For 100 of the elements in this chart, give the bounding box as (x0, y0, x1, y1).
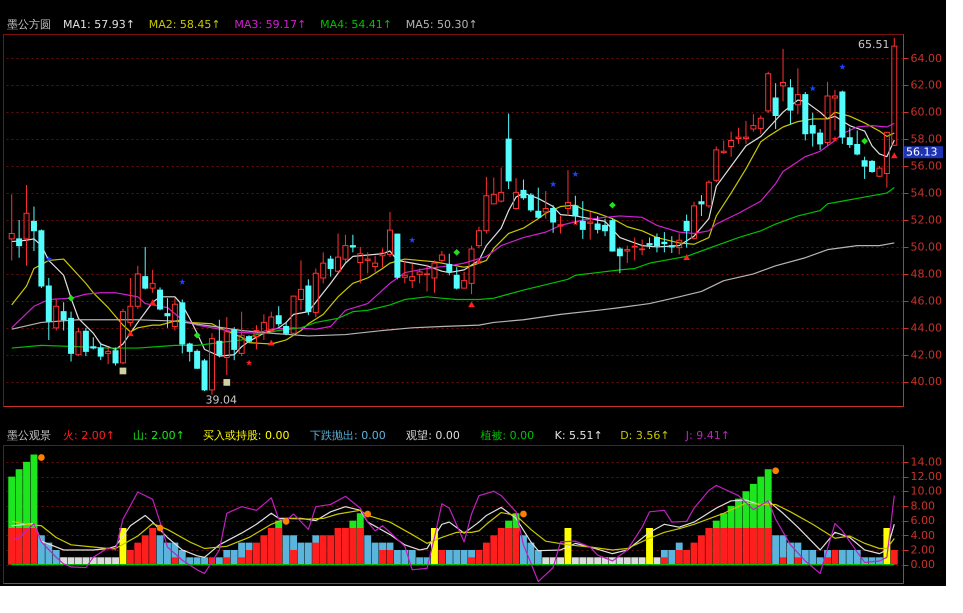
annotation: 65.51 (858, 38, 890, 52)
point (46, 256, 52, 262)
candlestick (164, 298, 170, 328)
candlestick (787, 78, 794, 125)
candlestick (668, 236, 675, 254)
line-series (11, 242, 895, 337)
point (38, 454, 45, 461)
candlestick (728, 131, 734, 158)
point (772, 467, 779, 474)
candlestick (632, 237, 638, 261)
y-tick-label: 60.00 (910, 106, 942, 119)
y-tick-label: 56.00 (910, 160, 942, 173)
point (810, 85, 816, 92)
text: 56.13 (906, 145, 938, 158)
bar (290, 550, 297, 565)
text: 火: 2.00↑ (63, 429, 115, 442)
candlestick (550, 204, 556, 234)
bar (780, 557, 786, 565)
y-tick-label: 10.00 (910, 484, 942, 498)
point (156, 524, 164, 532)
bar (216, 557, 223, 565)
candlestick (231, 326, 238, 361)
candlestick (698, 194, 704, 216)
candlestick (794, 68, 801, 115)
candlestick (506, 113, 512, 190)
point (223, 379, 230, 386)
point (609, 202, 616, 209)
bar (171, 557, 178, 565)
point (832, 136, 838, 142)
y-tick-label: 12.00 (910, 470, 942, 484)
y-tick-label: 62.00 (910, 78, 942, 92)
y-tick-label: 54.00 (910, 186, 942, 200)
candlestick (446, 253, 452, 276)
text: 买入或持股: 0.00 (202, 429, 290, 442)
candlestick (780, 48, 786, 102)
point (268, 340, 275, 346)
text: MA1: 57.93↑ (63, 18, 135, 31)
y-tick-label: 58.00 (910, 132, 942, 146)
y-tick-label: 6.00 (910, 514, 935, 528)
chart-title: 墨公方圆 (7, 18, 51, 31)
y-tick-label: 8.00 (910, 499, 935, 512)
bar (654, 557, 660, 565)
point (179, 278, 186, 285)
point (468, 301, 475, 308)
point (282, 518, 290, 525)
text: MA4: 54.41↑ (320, 18, 392, 31)
line-series (11, 499, 895, 558)
y-tick-label: 52.00 (910, 214, 942, 226)
y-tick-label: 50.00 (910, 240, 942, 254)
point (120, 368, 126, 374)
bar (438, 550, 446, 565)
bar (890, 550, 898, 565)
point (364, 510, 372, 518)
y-tick-label: 42.00 (910, 348, 942, 362)
point (68, 294, 74, 302)
point (861, 138, 868, 145)
point (572, 170, 579, 177)
y-tick-label: 44.00 (910, 321, 942, 334)
point (476, 258, 482, 264)
point (127, 330, 134, 336)
text: 山: 2.00↑ (132, 429, 185, 442)
point (683, 254, 690, 260)
point (550, 180, 556, 187)
text: D: 3.56↑ (620, 429, 670, 442)
candlestick (580, 200, 586, 240)
point (890, 152, 898, 158)
candlestick (8, 194, 15, 261)
text: MA5: 50.30↑ (406, 18, 478, 31)
text: 观望: 0.00 (406, 429, 460, 442)
text: 植被: 0.00 (480, 429, 534, 442)
text: 下跌抛出: 0.00 (310, 429, 386, 442)
bar (660, 557, 668, 565)
text: J: 9.41↑ (684, 429, 730, 442)
y-tick-label: 14.00 (910, 455, 942, 468)
candlestick (150, 269, 156, 294)
candlestick (564, 170, 571, 216)
candlestick (772, 82, 779, 130)
y-tick-label: 40.00 (910, 375, 942, 388)
candlestick (684, 214, 690, 248)
annotation: 39.04 (206, 393, 237, 406)
candlestick (24, 184, 30, 266)
line-series (11, 502, 895, 551)
candlestick (328, 255, 334, 278)
point (194, 332, 200, 339)
y-tick-label: 48.00 (910, 267, 942, 280)
text: K: 5.51↑ (554, 429, 603, 442)
candlestick (639, 239, 646, 256)
text: MA3: 59.17↑ (234, 18, 306, 31)
y-tick-label: 2.00 (910, 543, 935, 556)
candlestick (16, 220, 22, 258)
candlestick (587, 211, 594, 240)
bar (794, 557, 802, 565)
chart-title: 墨公观景 (7, 429, 51, 442)
y-tick-label: 0.00 (910, 558, 935, 572)
point (520, 510, 527, 518)
point (149, 299, 156, 306)
point (453, 248, 460, 256)
candlestick (372, 255, 378, 272)
y-tick-label: 64.00 (910, 52, 942, 65)
point (409, 236, 416, 243)
